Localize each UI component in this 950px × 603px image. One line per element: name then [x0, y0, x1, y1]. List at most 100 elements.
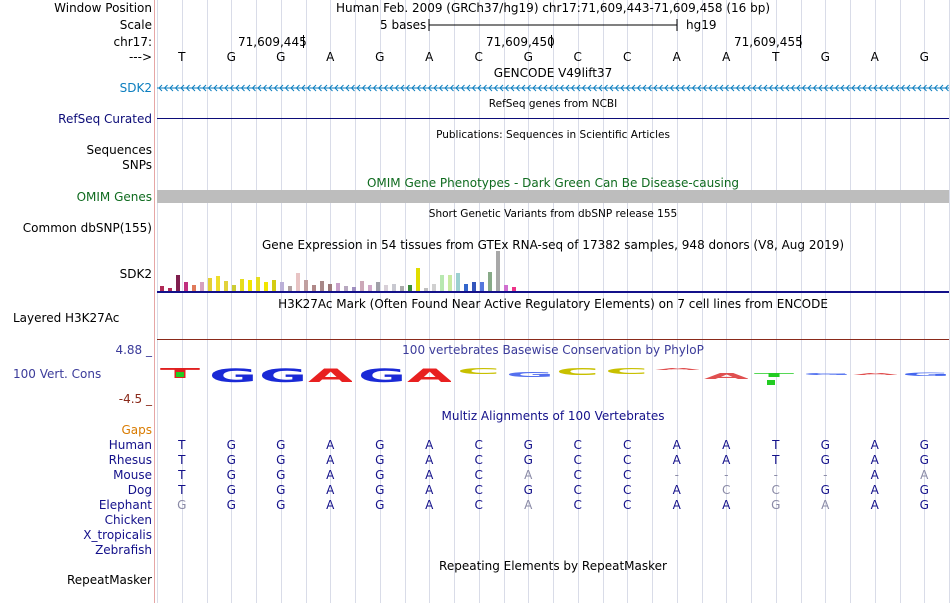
multiz-gaps-label[interactable]: Gaps: [121, 423, 152, 437]
h3k27ac-track-label[interactable]: Layered H3K27Ac: [13, 311, 120, 325]
gtex-tissue-bar[interactable]: [312, 285, 316, 291]
strand-chevron: [411, 84, 416, 92]
gtex-tissue-bar[interactable]: [304, 280, 308, 291]
omim-track-title[interactable]: OMIM Gene Phenotypes - Dark Green Can Be…: [366, 176, 740, 190]
gtex-tissue-bar[interactable]: [280, 282, 284, 291]
omim-phenotype-bar[interactable]: [157, 190, 949, 203]
gtex-tissue-bar[interactable]: [352, 287, 356, 291]
grid-line: [504, 0, 505, 603]
multiz-species-label[interactable]: Rhesus: [108, 453, 152, 467]
gtex-tissue-bar[interactable]: [272, 280, 276, 291]
dbsnp-track-title[interactable]: Short Genetic Variants from dbSNP releas…: [428, 208, 678, 220]
pubs-track-label[interactable]: Sequences: [86, 143, 152, 157]
aligned-base: C: [474, 498, 483, 512]
gtex-tissue-bar[interactable]: [456, 273, 460, 291]
gtex-tissue-bar[interactable]: [232, 285, 236, 291]
gtex-tissue-bar[interactable]: [288, 286, 292, 291]
multiz-species-label[interactable]: Human: [108, 438, 152, 452]
gtex-tissue-bar[interactable]: [176, 275, 180, 291]
aligned-base: G: [226, 438, 236, 452]
gtex-tissue-bar[interactable]: [400, 286, 404, 291]
gtex-tissue-bar[interactable]: [184, 282, 188, 291]
strand-chevron: [460, 84, 465, 92]
gtex-tissue-bar[interactable]: [488, 272, 492, 291]
multiz-species-label[interactable]: Mouse: [113, 468, 152, 482]
gtex-gene-label[interactable]: SDK2: [119, 267, 152, 281]
aligned-base: A: [870, 483, 879, 497]
gtex-tissue-bar[interactable]: [192, 285, 196, 291]
gtex-tissue-bar[interactable]: [496, 251, 500, 291]
dbsnp-track-label[interactable]: Common dbSNP(155): [22, 221, 152, 235]
h3k27ac-track-title[interactable]: H3K27Ac Mark (Often Found Near Active Re…: [278, 297, 828, 311]
gtex-tissue-bar[interactable]: [344, 286, 348, 291]
gtex-tissue-bar[interactable]: [208, 278, 212, 291]
aligned-base: T: [772, 438, 780, 452]
gtex-tissue-bar[interactable]: [368, 285, 372, 291]
strand-chevron: [944, 84, 949, 92]
strand-chevron: [642, 84, 647, 92]
aligned-base: T: [178, 468, 186, 482]
gtex-tissue-bar[interactable]: [216, 276, 220, 291]
cons-logo-glyph: G: [803, 372, 847, 375]
aligned-base: G: [375, 468, 385, 482]
multiz-species-label[interactable]: X_tropicalis: [83, 528, 152, 542]
gtex-tissue-bar[interactable]: [264, 282, 268, 291]
gtex-tissue-bar[interactable]: [512, 287, 516, 291]
aligned-base: C: [722, 483, 731, 497]
multiz-species-label[interactable]: Elephant: [98, 498, 152, 512]
gtex-tissue-bar[interactable]: [256, 277, 260, 291]
repeatmasker-track-title[interactable]: Repeating Elements by RepeatMasker: [439, 559, 667, 573]
repeatmasker-track-label[interactable]: RepeatMasker: [66, 573, 152, 587]
gtex-tissue-bar[interactable]: [432, 284, 436, 291]
aligned-base: G: [276, 468, 286, 482]
gtex-tissue-bar[interactable]: [392, 284, 396, 291]
gtex-tissue-bar[interactable]: [472, 282, 476, 291]
strand-chevron: [246, 84, 251, 92]
gtex-tissue-bar[interactable]: [464, 284, 468, 291]
multiz-species-label[interactable]: Chicken: [104, 513, 152, 527]
refseq-gene-model[interactable]: [157, 118, 949, 119]
gtex-tissue-bar[interactable]: [448, 275, 452, 291]
gtex-tissue-bar[interactable]: [328, 284, 332, 291]
cons-track-label[interactable]: 100 Vert. Cons: [13, 367, 102, 381]
gtex-tissue-bar[interactable]: [480, 282, 484, 291]
gtex-tissue-bar[interactable]: [504, 285, 508, 291]
gtex-tissue-bar[interactable]: [376, 282, 380, 291]
gtex-tissue-bar[interactable]: [200, 282, 204, 291]
gtex-tissue-bar[interactable]: [336, 283, 340, 291]
gtex-tissue-bar[interactable]: [320, 281, 324, 291]
pubs-track-title[interactable]: Publications: Sequences in Scientific Ar…: [436, 129, 670, 141]
cons-track-title[interactable]: 100 vertebrates Basewise Conservation by…: [402, 343, 704, 357]
gtex-tissue-bar[interactable]: [360, 281, 364, 291]
snps-track-label[interactable]: SNPs: [122, 158, 152, 172]
aligned-base: A: [672, 498, 681, 512]
aligned-base: A: [672, 483, 681, 497]
gtex-tissue-bar[interactable]: [248, 280, 252, 291]
gtex-tissue-bar[interactable]: [160, 286, 164, 291]
strand-arrow-label[interactable]: --->: [128, 50, 152, 64]
gtex-tissue-bar[interactable]: [384, 285, 388, 291]
gtex-tissue-bar[interactable]: [408, 285, 412, 291]
gtex-track-title[interactable]: Gene Expression in 54 tissues from GTEx …: [261, 238, 845, 252]
multiz-species-label[interactable]: Dog: [127, 483, 152, 497]
grid-line: [182, 0, 183, 603]
refseq-track-title[interactable]: RefSeq genes from NCBI: [488, 98, 618, 110]
gencode-track-title[interactable]: GENCODE V49lift37: [493, 66, 613, 80]
multiz-track-title[interactable]: Multiz Alignments of 100 Vertebrates: [441, 409, 665, 423]
gtex-baseline: [157, 291, 949, 293]
gtex-tissue-bar[interactable]: [424, 288, 428, 291]
gencode-gene-label[interactable]: SDK2: [119, 81, 152, 95]
gtex-tissue-bar[interactable]: [416, 268, 420, 291]
refseq-track-label[interactable]: RefSeq Curated: [58, 112, 152, 126]
omim-track-label[interactable]: OMIM Genes: [76, 190, 152, 204]
gtex-tissue-bar[interactable]: [296, 273, 300, 291]
grid-line: [479, 0, 480, 603]
gtex-tissue-bar[interactable]: [224, 281, 228, 291]
gtex-tissue-bar[interactable]: [168, 288, 172, 291]
multiz-species-label[interactable]: Zebrafish: [95, 543, 152, 557]
gtex-tissue-bar[interactable]: [240, 279, 244, 291]
gtex-tissue-bar[interactable]: [440, 275, 444, 291]
gencode-gene-model[interactable]: [157, 82, 949, 94]
aligned-base: -: [773, 468, 778, 482]
